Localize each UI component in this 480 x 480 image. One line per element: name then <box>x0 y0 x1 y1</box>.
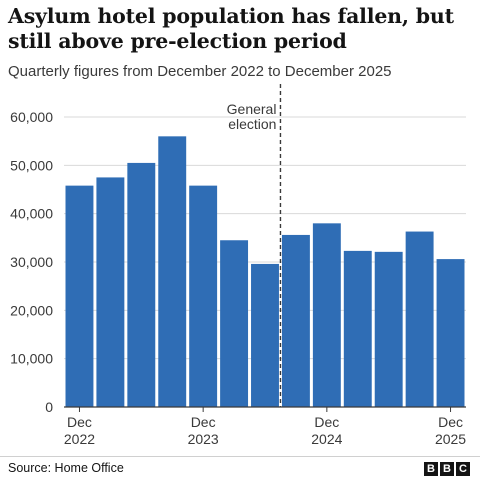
y-tick-label: 10,000 <box>10 351 53 367</box>
y-tick-label: 60,000 <box>10 109 53 125</box>
election-annotation: General <box>227 101 277 117</box>
x-tick-label: Dec <box>191 414 216 430</box>
bar <box>127 162 156 407</box>
y-tick-label: 50,000 <box>10 157 53 173</box>
y-tick-label: 20,000 <box>10 302 53 318</box>
bar <box>281 234 310 407</box>
bar <box>312 223 341 407</box>
bar <box>251 263 279 407</box>
x-tick-label: 2023 <box>188 431 219 447</box>
bar <box>158 136 187 408</box>
bar-chart: 0 10,000 20,000 30,000 40,000 50,000 60,000 Dec… <box>10 84 466 447</box>
chart-title: Asylum hotel population has fallen, but … <box>8 4 454 53</box>
y-tick-label: 0 <box>45 399 53 415</box>
y-tick-label: 30,000 <box>10 254 53 270</box>
bar <box>189 185 218 407</box>
x-tick-label: Dec <box>314 414 339 430</box>
bar <box>343 250 372 407</box>
footer-divider <box>0 456 480 457</box>
logo-letter: B <box>440 462 454 476</box>
x-tick-label: 2024 <box>311 431 342 447</box>
logo-letter: C <box>456 462 470 476</box>
y-tick-label: 40,000 <box>10 206 53 222</box>
bar <box>405 231 434 407</box>
x-tick-label: Dec <box>67 414 92 430</box>
bar <box>436 259 465 407</box>
bar <box>65 185 94 407</box>
logo-letter: B <box>424 462 438 476</box>
x-tick-label: Dec <box>438 414 463 430</box>
bar <box>96 177 125 407</box>
bar <box>220 240 249 407</box>
x-tick-label: 2025 <box>435 431 466 447</box>
bbc-logo: B B C <box>424 462 470 476</box>
bar <box>374 251 403 407</box>
chart-subtitle: Quarterly figures from December 2022 to … <box>8 63 392 80</box>
source-note: Source: Home Office <box>8 461 124 475</box>
x-tick-label: 2022 <box>64 431 95 447</box>
election-annotation: election <box>228 116 276 132</box>
